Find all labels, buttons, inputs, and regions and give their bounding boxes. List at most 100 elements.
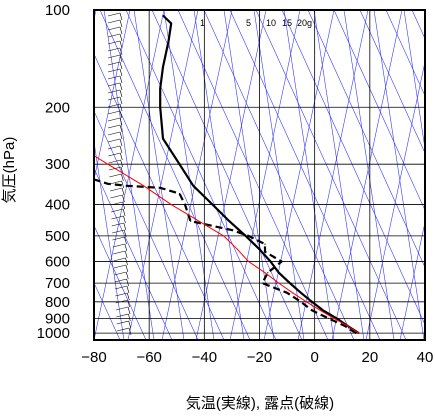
wind-barb xyxy=(107,26,121,31)
x-tick-label: −60 xyxy=(136,349,161,366)
x-tick-label: 40 xyxy=(417,349,434,366)
temperature-point xyxy=(289,282,291,284)
temperature-point xyxy=(212,204,214,206)
temperature-point xyxy=(162,138,164,140)
wind-barb xyxy=(111,208,124,213)
wind-barb xyxy=(126,278,129,287)
mixing-ratio-label: 1 xyxy=(200,18,205,28)
y-tick-label: 800 xyxy=(45,294,70,311)
y-tick-label: 200 xyxy=(45,99,70,116)
wind-barb xyxy=(107,110,121,115)
mixing-ratio-label: 10 xyxy=(266,18,276,28)
temperature-point xyxy=(162,66,164,68)
wind-barb xyxy=(119,96,123,105)
dewpoint-point xyxy=(344,325,346,327)
x-axis-label: 気温(実線), 露点(破線) xyxy=(186,395,334,412)
dewpoint-point xyxy=(281,260,283,263)
reference-line xyxy=(307,10,425,269)
wind-barb xyxy=(119,138,123,147)
wind-barb xyxy=(107,61,121,66)
mixing-ratio-label: 20g xyxy=(297,18,312,28)
parcel-point xyxy=(305,301,307,303)
wind-barb xyxy=(119,110,123,119)
parcel-point xyxy=(278,282,280,284)
mixing-ratio-label: 15 xyxy=(282,18,292,28)
wind-barb xyxy=(113,257,126,262)
tick-labels-layer: −80 −60 −40 −20 0 20 40 100 200 300 400 500 600 700 80… xyxy=(37,2,434,366)
wind-barb xyxy=(119,12,123,21)
temperature-point xyxy=(159,106,161,108)
wind-barb xyxy=(107,117,121,122)
wind-barb xyxy=(125,271,129,280)
parcel-point xyxy=(333,317,335,319)
wind-barb xyxy=(109,180,122,185)
temperature-point xyxy=(278,272,280,274)
wind-barb xyxy=(107,103,121,108)
dewpoint-point xyxy=(88,177,89,178)
wind-barb xyxy=(107,96,121,101)
y-tick-label: 500 xyxy=(45,228,70,245)
temperature-point xyxy=(269,260,272,263)
reference-line xyxy=(223,10,275,340)
wind-barb xyxy=(126,285,130,294)
wind-barb xyxy=(110,194,123,199)
wind-barb xyxy=(108,152,121,157)
parcel-point xyxy=(143,185,145,187)
wind-barb xyxy=(107,40,121,45)
parcel-point xyxy=(236,248,238,250)
reference-line xyxy=(127,10,199,340)
reference-lines-layer xyxy=(94,10,425,340)
dewpoint-point xyxy=(264,251,266,253)
wind-barb xyxy=(112,243,125,248)
wind-barb xyxy=(123,215,126,224)
temperature-point xyxy=(311,301,313,303)
wind-barb xyxy=(108,159,121,164)
wind-barb xyxy=(111,215,124,220)
dewpoint-point xyxy=(261,282,263,284)
wind-barb xyxy=(127,299,130,308)
dewpoint-point xyxy=(355,332,357,334)
wind-barb xyxy=(119,19,123,28)
parcel-point xyxy=(198,220,200,222)
wind-barb xyxy=(115,292,128,297)
reference-line xyxy=(399,220,425,340)
wind-barb xyxy=(119,33,123,42)
wind-barb xyxy=(120,152,123,161)
wind-barb xyxy=(122,194,125,203)
wind-barb xyxy=(112,236,125,241)
reference-line xyxy=(359,10,425,154)
dewpoint-point xyxy=(189,220,192,222)
wind-barb xyxy=(119,26,123,35)
wind-barb xyxy=(115,306,129,311)
wind-barb xyxy=(121,180,124,189)
dewpoint-point xyxy=(264,243,266,245)
reference-line xyxy=(133,10,185,340)
reference-line xyxy=(331,10,403,340)
wind-barb xyxy=(122,208,126,217)
wind-barb xyxy=(107,138,121,143)
x-tick-label: 20 xyxy=(361,349,378,366)
wind-barb xyxy=(119,131,123,140)
temperature-point xyxy=(322,309,324,311)
wind-barb xyxy=(116,320,129,325)
wind-barb xyxy=(114,285,128,290)
dewpoint-point xyxy=(107,183,109,185)
parcel-point xyxy=(66,138,67,139)
wind-barb xyxy=(119,40,123,49)
reference-line xyxy=(373,10,425,340)
x-tick-label: −80 xyxy=(81,349,106,366)
wind-barb xyxy=(119,54,123,63)
dewpoint-point xyxy=(159,187,161,189)
wind-barb xyxy=(107,131,121,136)
reference-line xyxy=(161,10,233,340)
reference-line xyxy=(283,10,335,340)
wind-barb xyxy=(120,159,123,168)
y-axis-label: 気圧(hPa) xyxy=(1,137,18,204)
reference-line xyxy=(163,10,215,340)
wind-barb xyxy=(125,264,129,273)
wind-barb xyxy=(119,68,123,77)
wind-barb xyxy=(124,243,128,252)
reference-line xyxy=(343,10,395,340)
wind-barb xyxy=(128,327,132,336)
